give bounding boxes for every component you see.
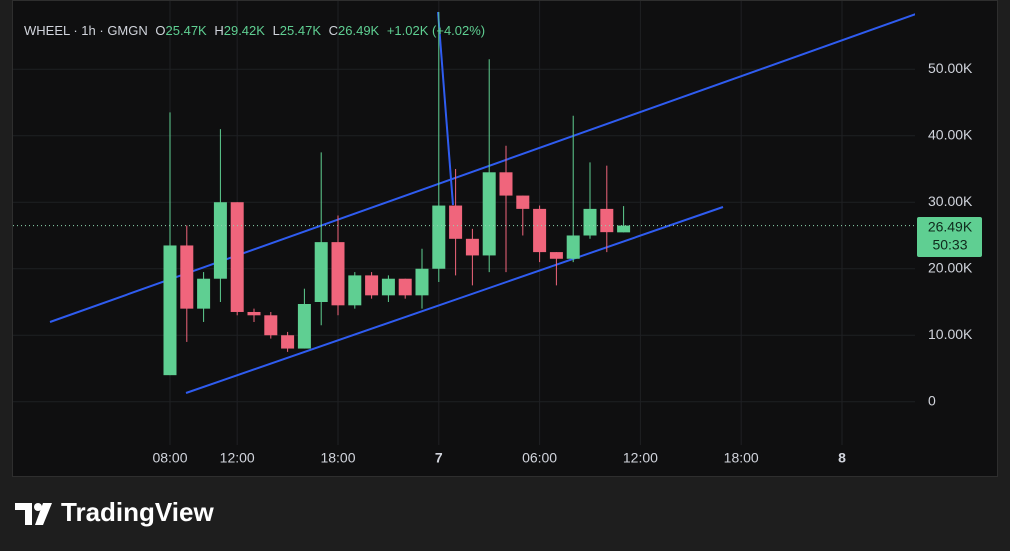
plot — [13, 11, 915, 394]
y-tick-label: 10.00K — [928, 326, 973, 342]
value: 25.47K — [280, 23, 322, 38]
candle-body — [247, 311, 261, 316]
candle-body — [314, 242, 328, 302]
price-label: 26.49K 50:33 — [917, 217, 982, 257]
x-tick-label: 7 — [435, 450, 443, 466]
candle-body — [163, 245, 177, 376]
y-tick-label: 30.00K — [928, 193, 973, 209]
logo-mark — [35, 503, 52, 525]
label: O — [155, 23, 165, 38]
candle-body — [213, 202, 227, 279]
x-tick-label: 06:00 — [522, 450, 557, 466]
price-label-bg — [917, 217, 982, 257]
y-tick-label: 20.00K — [928, 259, 973, 275]
candle-body — [281, 335, 295, 349]
value: 26.49K — [338, 23, 380, 38]
candle-body — [348, 275, 362, 306]
logo: TradingView — [15, 497, 214, 527]
value: 29.42K — [224, 23, 266, 38]
label: C — [329, 23, 338, 38]
label: L — [273, 23, 280, 38]
candle-body — [264, 315, 278, 336]
candle-body — [432, 205, 446, 269]
candle-body — [583, 208, 597, 236]
candle-body — [482, 172, 496, 256]
candle-body — [499, 172, 513, 196]
candle-body — [549, 252, 563, 259]
brand: TradingView — [61, 497, 214, 527]
trend-line-spike — [437, 11, 454, 206]
x-tick-label: 12:00 — [220, 450, 255, 466]
value: 25.47K — [166, 23, 208, 38]
candle-body — [516, 195, 530, 209]
x-tick-label: 8 — [838, 450, 846, 466]
candle-body — [617, 225, 631, 233]
candle-body — [331, 242, 345, 306]
candle-body — [365, 275, 379, 296]
candle-body — [381, 278, 395, 296]
symbol: WHEEL · 1h · GMGN — [24, 23, 148, 38]
trend-line-lower — [185, 206, 724, 394]
candle-body — [197, 278, 211, 309]
candle-body — [449, 205, 463, 239]
candle-body — [566, 235, 580, 259]
y-tick-label: 40.00K — [928, 126, 973, 142]
countdown: 50:33 — [932, 237, 967, 253]
x-tick-label: 12:00 — [623, 450, 658, 466]
price-label-value: 26.49K — [928, 219, 973, 235]
candle-body — [398, 278, 412, 296]
logo-dot — [34, 503, 42, 511]
candle-body — [180, 245, 194, 309]
candle-body — [230, 202, 244, 312]
grid — [13, 1, 915, 445]
x-tick-label: 18:00 — [724, 450, 759, 466]
label: H — [214, 23, 223, 38]
candle-body — [415, 268, 429, 296]
y-tick-label: 0 — [928, 392, 936, 408]
change: +1.02K (+4.02%) — [387, 23, 485, 38]
candle-body — [297, 303, 311, 349]
x-tick-label: 18:00 — [320, 450, 355, 466]
candle-body — [600, 208, 614, 233]
candle-body — [533, 208, 547, 253]
trend-line-upper — [49, 13, 915, 323]
legend-header: WHEEL · 1h · GMGN O25.47K H29.42K L25.47… — [24, 23, 485, 38]
chart-panel — [12, 0, 998, 477]
y-tick-label: 50.00K — [928, 60, 973, 76]
x-tick-label: 08:00 — [152, 450, 187, 466]
candle-body — [465, 238, 479, 256]
logo-mark — [15, 503, 32, 525]
